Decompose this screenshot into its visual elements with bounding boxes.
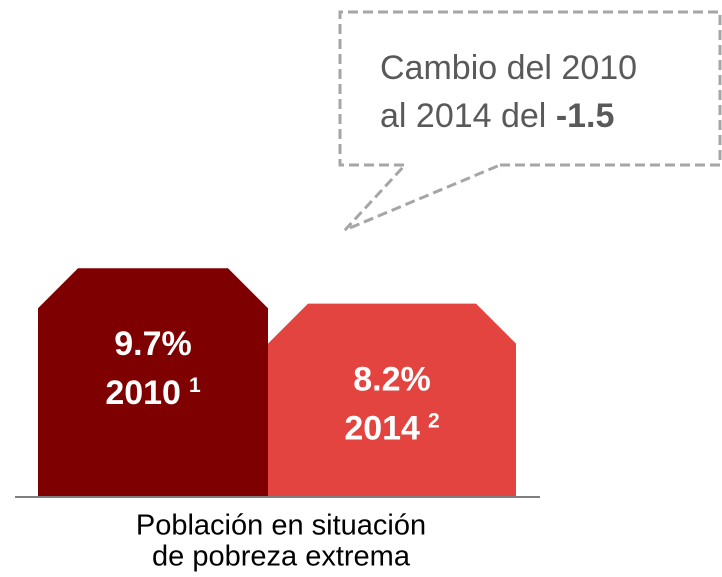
category-label: 2014 2	[344, 409, 439, 447]
x-axis-label: Población en situación	[136, 510, 426, 542]
x-axis-label: de pobreza extrema	[152, 541, 411, 573]
category-label: 2010 1	[105, 374, 201, 412]
category: 2010	[105, 374, 181, 412]
category: 2014	[344, 410, 420, 448]
bar	[268, 303, 516, 497]
callout-value: -1.5	[556, 97, 615, 135]
value-label: 8.2%	[353, 361, 431, 399]
callout-box	[338, 10, 722, 232]
value-label: 9.7%	[114, 325, 192, 363]
callout-line: al 2014 del -1.5	[380, 97, 614, 135]
callout-text: al 2014 del	[380, 97, 546, 135]
callout-line: Cambio del 2010	[380, 49, 637, 87]
footnote: 2	[428, 409, 440, 432]
bar	[38, 268, 268, 497]
footnote: 1	[189, 374, 201, 397]
